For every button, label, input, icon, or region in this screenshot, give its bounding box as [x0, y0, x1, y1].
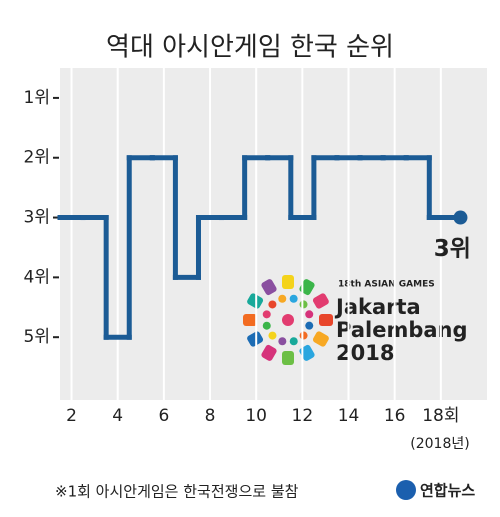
logo-shape	[299, 300, 308, 309]
y-tick-label: 2위	[24, 148, 50, 168]
value-label: 3위	[434, 236, 471, 262]
logo-text: 18th ASIAN GAMES	[338, 280, 435, 290]
x-tick-label: 10	[245, 406, 267, 426]
x-tick-label: 18회	[422, 406, 459, 426]
logo-shape	[268, 300, 277, 309]
y-tick-label: 1위	[24, 88, 50, 108]
logo-shape	[299, 331, 308, 340]
logo-shape	[268, 331, 277, 340]
logo-shape	[261, 344, 277, 361]
logo-shape	[243, 314, 257, 326]
footnote: ※1회 아시안게임은 한국전쟁으로 불참	[55, 483, 299, 501]
logo-shape	[319, 314, 333, 326]
x-tick-label: 16	[384, 406, 406, 426]
logo-shape	[282, 351, 294, 365]
logo-shape	[282, 314, 294, 326]
logo-shape	[247, 331, 264, 347]
logo-shape	[305, 310, 314, 319]
logo-shape	[262, 321, 271, 330]
logo-mark	[396, 480, 416, 500]
logo-shape	[247, 293, 264, 309]
x-tick-label: 4	[112, 406, 123, 426]
x-tick-label: 2	[66, 406, 77, 426]
logo-shape	[289, 294, 298, 303]
logo-shape	[278, 337, 287, 346]
annotation: (2018년)	[410, 436, 469, 452]
source: 연합뉴스	[420, 482, 475, 500]
x-tick-label: 12	[292, 406, 314, 426]
logo-text: Jakarta	[334, 295, 421, 319]
logo-shape	[312, 331, 329, 347]
y-tick-label: 5위	[24, 327, 50, 347]
x-tick-label: 14	[338, 406, 360, 426]
x-tick-label: 6	[158, 406, 169, 426]
logo-text: 2018	[336, 341, 394, 365]
logo-shape	[262, 310, 271, 319]
logo-shape	[261, 279, 277, 296]
x-tick-label: 8	[205, 406, 216, 426]
logo-shape	[312, 293, 329, 309]
logo-shape	[305, 321, 314, 330]
y-tick-label: 4위	[24, 267, 50, 287]
logo-shape	[278, 294, 287, 303]
chart-title: 역대 아시안게임 한국 순위	[106, 33, 394, 63]
y-tick-label: 3위	[24, 208, 50, 228]
logo-shape	[282, 275, 294, 289]
logo-shape	[289, 337, 298, 346]
source-logo: 연합뉴스	[396, 480, 475, 500]
logo-text: Palembang	[336, 318, 468, 342]
